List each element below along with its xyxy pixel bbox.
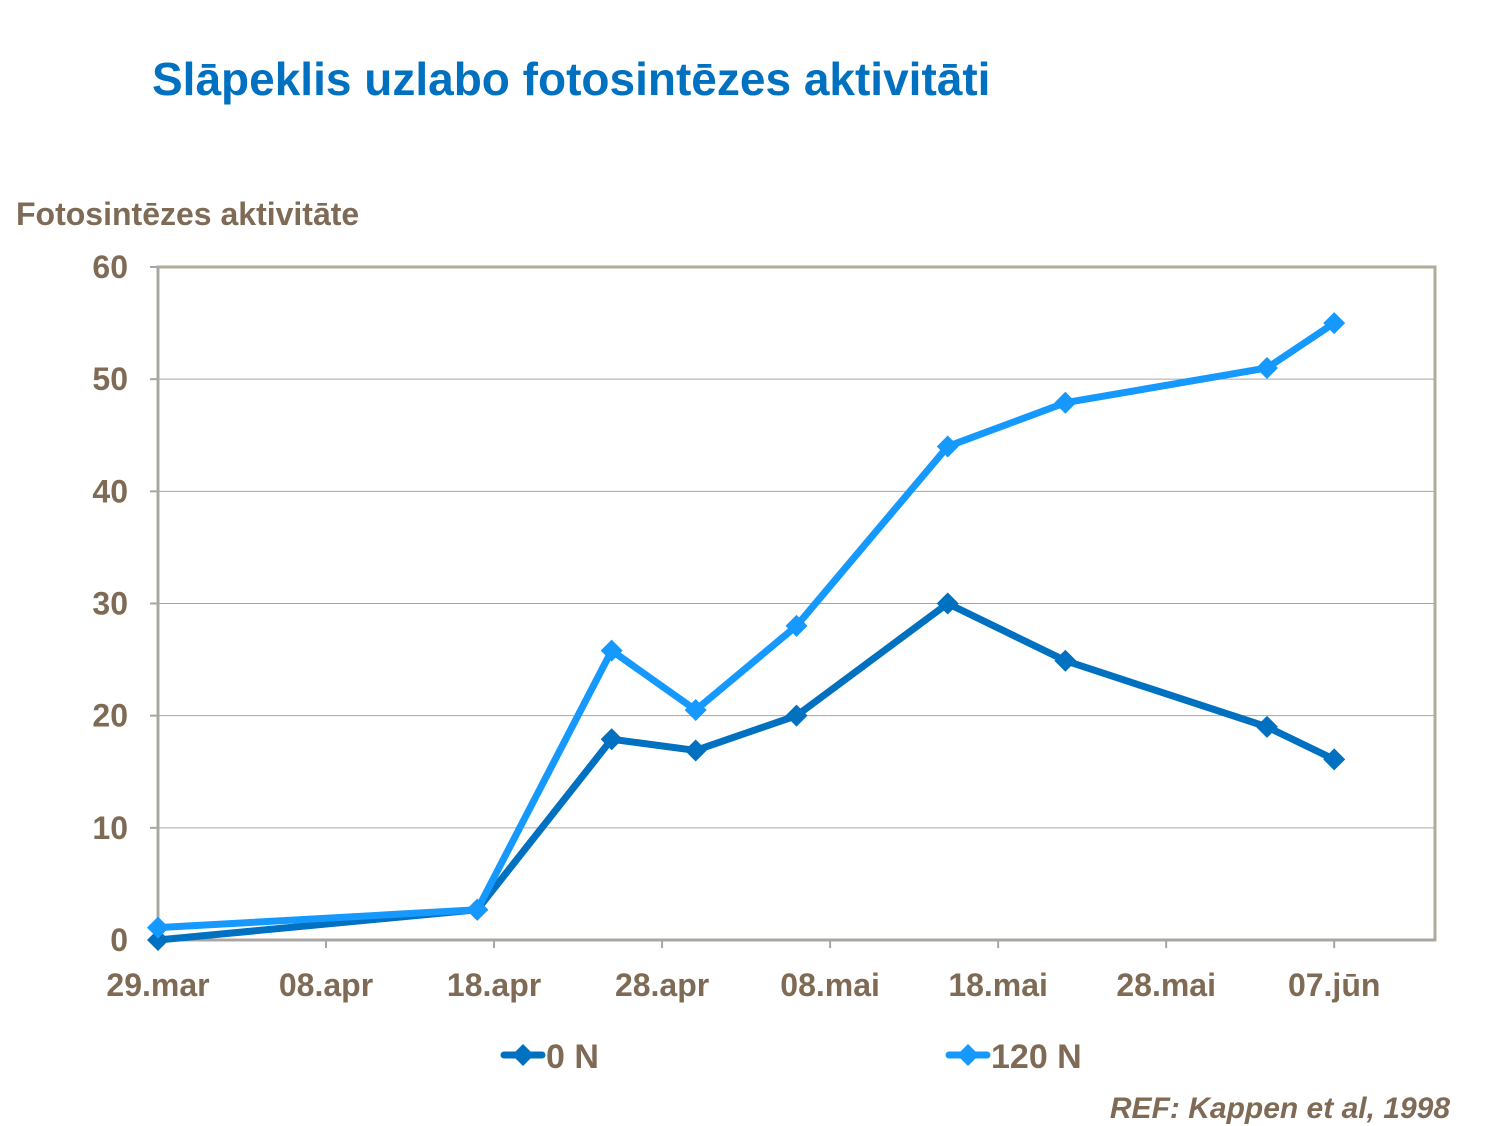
reference-text: REF: Kappen et al, 1998 <box>1109 1092 1450 1125</box>
data-point-marker <box>1255 356 1278 379</box>
data-point-marker <box>936 592 959 615</box>
data-point-marker <box>600 728 623 751</box>
data-point-marker <box>785 614 808 637</box>
slide-title: Slāpeklis uzlabo fotosintēzes aktivitāti <box>152 53 991 105</box>
data-point-marker <box>684 699 707 722</box>
x-tick-label: 18.mai <box>948 967 1048 1003</box>
legend-marker-icon <box>512 1044 534 1066</box>
data-point-marker <box>466 898 489 921</box>
data-point-marker <box>147 916 169 939</box>
data-point-marker <box>1323 748 1346 771</box>
y-tick-label: 30 <box>92 586 128 622</box>
data-point-marker <box>147 929 169 951</box>
x-tick-label: 18.apr <box>447 967 541 1003</box>
y-tick-label: 10 <box>92 810 128 846</box>
data-point-marker <box>600 639 623 662</box>
data-point-marker <box>1054 649 1077 672</box>
y-axis-label: Fotosintēzes aktivitāte <box>16 196 360 232</box>
x-tick-label: 08.mai <box>780 967 880 1003</box>
legend-marker-icon <box>957 1044 979 1066</box>
data-point-marker <box>936 435 959 458</box>
y-tick-label: 0 <box>110 922 128 958</box>
data-point-marker <box>1054 391 1077 414</box>
x-tick-label: 28.apr <box>615 967 709 1003</box>
data-point-marker <box>785 704 808 727</box>
y-tick-label: 50 <box>92 361 128 397</box>
series-line-1 <box>157 320 1337 932</box>
x-tick-label: 08.apr <box>279 967 373 1003</box>
data-point-marker <box>684 739 707 762</box>
data-point-marker <box>1323 312 1346 335</box>
legend-label: 0 N <box>546 1038 599 1076</box>
x-tick-label: 07.jūn <box>1288 967 1380 1003</box>
y-tick-label: 20 <box>92 698 128 734</box>
y-tick-label: 60 <box>92 249 128 285</box>
y-tick-label: 40 <box>92 473 128 509</box>
x-tick-label: 29.mar <box>106 967 209 1003</box>
data-point-marker <box>1255 715 1278 738</box>
legend-label: 120 N <box>991 1038 1082 1076</box>
series-line-0 <box>157 600 1336 944</box>
x-tick-label: 28.mai <box>1116 967 1216 1003</box>
